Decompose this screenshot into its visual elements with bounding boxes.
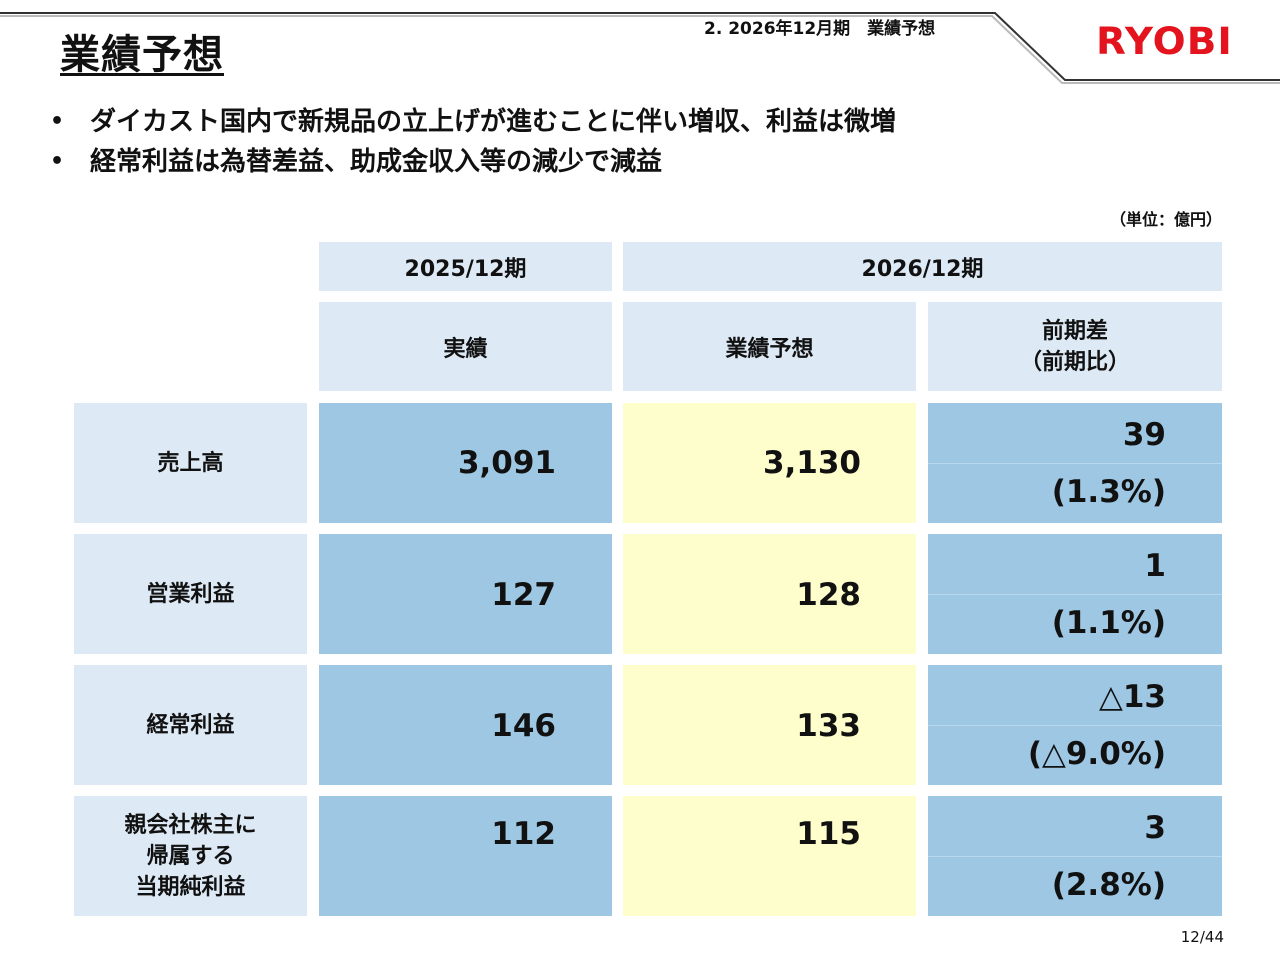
value-forecast: 115 xyxy=(796,816,861,852)
value-actual: 112 xyxy=(491,816,556,852)
summary-bullets: • ダイカスト国内で新規品の立上げが進むことに伴い増収、利益は微増 • 経常利益… xyxy=(50,102,896,182)
cell-actual-operating-profit: 127 xyxy=(319,534,612,654)
header-rule xyxy=(0,12,1280,84)
col-header-diff: 前期差 （前期比） xyxy=(928,302,1222,391)
col-header-forecast: 業績予想 xyxy=(623,302,916,391)
cell-diff-sales: 39 (1.3%) xyxy=(928,403,1222,523)
row-label-net-income: 親会社株主に 帰属する 当期純利益 xyxy=(74,796,307,916)
cell-forecast-operating-profit: 128 xyxy=(623,534,916,654)
cell-forecast-sales: 3,130 xyxy=(623,403,916,523)
value-forecast: 3,130 xyxy=(762,445,861,481)
diff-divider xyxy=(928,463,1222,464)
cell-actual-net-income: 112 xyxy=(319,796,612,916)
value-diff: △13 xyxy=(1099,679,1166,715)
diff-divider xyxy=(928,725,1222,726)
cell-forecast-ordinary-profit: 133 xyxy=(623,665,916,785)
diff-divider xyxy=(928,594,1222,595)
cell-actual-ordinary-profit: 146 xyxy=(319,665,612,785)
period-header-2025: 2025/12期 xyxy=(319,242,612,291)
unit-note: （単位：億円） xyxy=(1109,210,1222,229)
cell-diff-ordinary-profit: △13 (△9.0%) xyxy=(928,665,1222,785)
cell-diff-operating-profit: 1 (1.1%) xyxy=(928,534,1222,654)
period-header-2026: 2026/12期 xyxy=(623,242,1222,291)
row-label-sales: 売上高 xyxy=(74,403,307,523)
value-ratio: (1.1%) xyxy=(1051,605,1166,641)
row-label-ordinary-profit: 経常利益 xyxy=(74,665,307,785)
ryobi-logo: RYOBI xyxy=(1096,20,1233,63)
value-ratio: (△9.0%) xyxy=(1027,736,1166,772)
value-ratio: (1.3%) xyxy=(1051,474,1166,510)
cell-actual-sales: 3,091 xyxy=(319,403,612,523)
bullet-text: ダイカスト国内で新規品の立上げが進むことに伴い増収、利益は微増 xyxy=(90,107,897,137)
bullet-marker: • xyxy=(50,109,65,134)
cell-forecast-net-income: 115 xyxy=(623,796,916,916)
row-label-operating-profit: 営業利益 xyxy=(74,534,307,654)
col-header-actual: 実績 xyxy=(319,302,612,391)
value-ratio: (2.8%) xyxy=(1051,867,1166,903)
value-diff: 1 xyxy=(1144,548,1166,584)
page-number: 12/44 xyxy=(1180,928,1224,946)
page-title: 業績予想 xyxy=(60,32,224,78)
value-forecast: 133 xyxy=(796,708,861,744)
bullet-item: • 経常利益は為替差益、助成金収入等の減少で減益 xyxy=(50,142,896,182)
section-label: 2. 2026年12月期 業績予想 xyxy=(704,19,936,39)
value-diff: 39 xyxy=(1122,417,1166,453)
cell-diff-net-income: 3 (2.8%) xyxy=(928,796,1222,916)
value-actual: 146 xyxy=(491,708,556,744)
value-actual: 127 xyxy=(491,577,556,613)
bullet-text: 経常利益は為替差益、助成金収入等の減少で減益 xyxy=(90,147,663,177)
diff-divider xyxy=(928,856,1222,857)
value-diff: 3 xyxy=(1144,810,1166,846)
bullet-marker: • xyxy=(50,149,65,174)
bullet-item: • ダイカスト国内で新規品の立上げが進むことに伴い増収、利益は微増 xyxy=(50,102,896,142)
value-actual: 3,091 xyxy=(457,445,556,481)
value-forecast: 128 xyxy=(796,577,861,613)
